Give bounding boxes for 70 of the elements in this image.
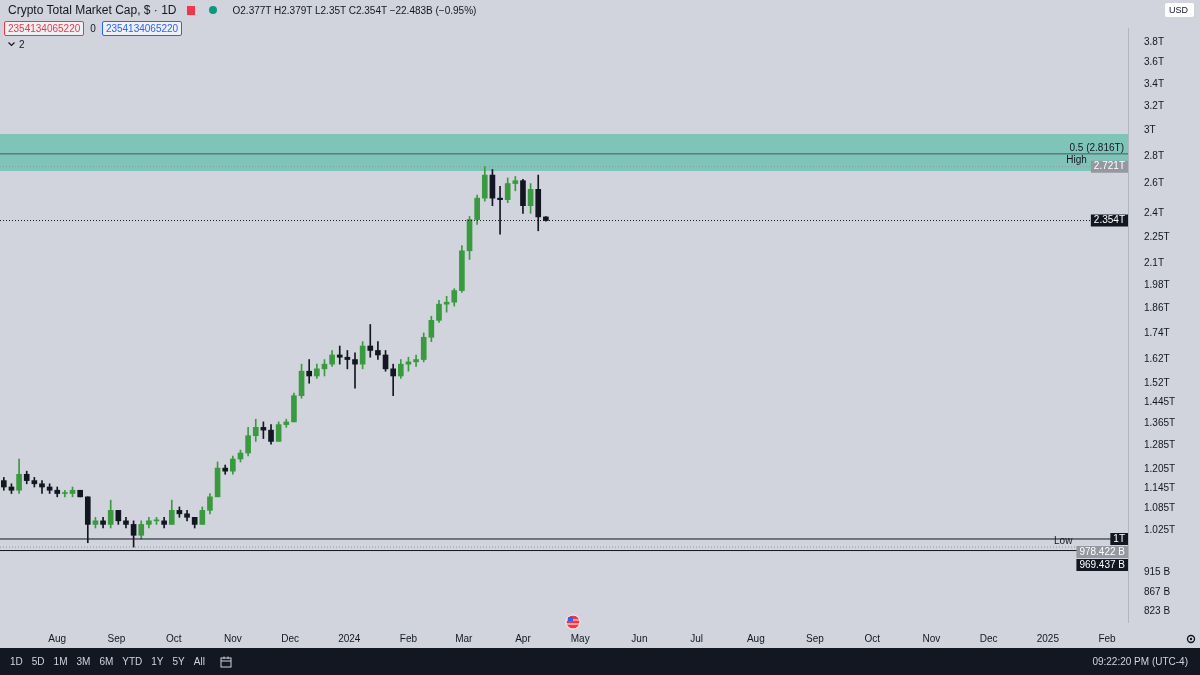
y-tick-label: 1.365T	[1144, 417, 1176, 428]
y-tick-label: 1.445T	[1144, 395, 1176, 407]
x-tick-label: May	[570, 632, 590, 644]
text: USD	[1164, 3, 1194, 17]
x-tick-label: Jun	[631, 632, 648, 644]
y-tick-label: 1.86T	[1144, 301, 1170, 313]
ref-line-label: 1T	[1113, 532, 1125, 544]
candlestick	[77, 489, 83, 498]
y-tick-label: 3.4T	[1144, 77, 1165, 89]
y-tick-label: 3.2T	[1144, 100, 1165, 112]
y-tick-label: 867 B	[1144, 585, 1171, 597]
y-tick-label: 2.25T	[1144, 231, 1170, 243]
ref-line-label: 2.354T	[1093, 214, 1126, 226]
y-tick-label: 3.6T	[1144, 56, 1165, 68]
text: 6M	[99, 656, 114, 667]
y-tick-label: 2.1T	[1144, 256, 1165, 268]
y-tick-label: 1.62T	[1144, 353, 1170, 365]
x-tick-label: Feb	[1098, 632, 1117, 644]
x-tick-label: Aug	[746, 632, 765, 644]
y-tick-label: 1.145T	[1144, 482, 1176, 494]
text: 5D	[31, 656, 45, 667]
x-tick-label: Feb	[399, 632, 418, 644]
annotation: 2354134065220	[4, 21, 85, 36]
x-tick-label: Dec	[281, 632, 300, 644]
y-tick-label: 2.8T	[1144, 149, 1165, 161]
y-tick-label: 1.085T	[1144, 502, 1176, 514]
x-tick-label: Oct	[864, 632, 881, 644]
text: All	[193, 656, 205, 667]
x-tick-label: Aug	[48, 632, 67, 644]
y-tick-label: 3.8T	[1144, 36, 1165, 48]
y-tick-label: 1.205T	[1144, 463, 1176, 475]
text: YTD	[122, 656, 143, 667]
x-tick-label: Sep	[806, 632, 825, 644]
y-tick-label: 915 B	[1144, 565, 1171, 577]
text: 1D	[10, 656, 23, 667]
y-tick-label: 2.6T	[1144, 177, 1165, 189]
y-tick-label: 2.4T	[1144, 207, 1165, 219]
x-tick-label: Dec	[979, 632, 998, 644]
x-tick-label: Nov	[223, 632, 242, 644]
annotation: Low	[1054, 534, 1074, 546]
annotation: 0.5 (2.816T)	[1069, 141, 1124, 153]
y-tick-label: 3T	[1144, 124, 1156, 136]
x-tick-label: Sep	[107, 632, 126, 644]
annotation: High	[1066, 154, 1087, 166]
annotation: 2	[19, 39, 25, 50]
y-tick-label: 1.74T	[1144, 326, 1170, 338]
x-tick-label: Nov	[922, 632, 941, 644]
annotation: 2354134065220	[101, 21, 183, 36]
chart-title: Crypto Total Market Cap, $ · 1D	[8, 3, 177, 17]
chart-subtitle: O2.377T H2.379T L2.35T C2.354T −22.483B (−0.95%)	[232, 4, 477, 16]
text: 3M	[76, 656, 91, 667]
x-tick-label: Apr	[515, 632, 532, 644]
ref-line-label: 978.422 B	[1079, 545, 1126, 557]
x-tick-label: Mar	[455, 632, 474, 644]
y-tick-label: 823 B	[1144, 605, 1171, 617]
x-tick-label: 2025	[1036, 632, 1060, 644]
x-tick-label: 2024	[338, 632, 361, 644]
text: 1Y	[151, 656, 164, 667]
ref-line-label: 2.721T	[1093, 160, 1126, 172]
ref-line-label: 969.437 B	[1079, 558, 1126, 570]
text: 09:22:20 PM (UTC-4)	[1092, 656, 1188, 667]
y-tick-label: 1.52T	[1144, 376, 1170, 388]
y-tick-label: 1.98T	[1144, 278, 1170, 290]
text: 5Y	[172, 656, 185, 667]
annotation: 0	[90, 23, 96, 34]
y-tick-label: 1.025T	[1144, 523, 1176, 535]
x-tick-label: Jul	[690, 632, 704, 644]
y-tick-label: 1.285T	[1144, 439, 1176, 451]
x-tick-label: Oct	[165, 632, 182, 644]
text: 1M	[53, 656, 68, 667]
